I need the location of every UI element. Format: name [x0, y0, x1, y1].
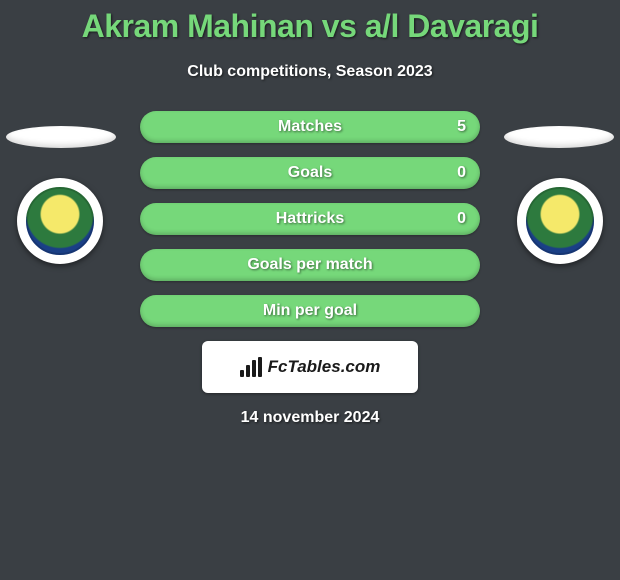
logo-ring — [17, 178, 103, 264]
stat-label: Matches — [278, 118, 342, 136]
logo-emblem-icon — [26, 187, 93, 254]
player-ellipse-right — [504, 126, 614, 148]
stat-label: Hattricks — [276, 210, 344, 228]
page-title: Akram Mahinan vs a/l Davaragi — [0, 0, 620, 45]
widget-root: Akram Mahinan vs a/l Davaragi Club compe… — [0, 0, 620, 580]
stat-value: 5 — [457, 118, 466, 136]
stat-row-goals-per-match: Goals per match — [140, 249, 480, 281]
stat-label: Goals — [288, 164, 332, 182]
stat-label: Min per goal — [263, 302, 357, 320]
brand-text: FcTables.com — [268, 357, 381, 377]
player-ellipse-left — [6, 126, 116, 148]
bars-icon — [240, 357, 262, 377]
logo-ring — [517, 178, 603, 264]
stat-row-matches: Matches 5 — [140, 111, 480, 143]
stats-bars: Matches 5 Goals 0 Hattricks 0 Goals per … — [140, 111, 480, 327]
club-logo-right — [517, 178, 603, 264]
page-subtitle: Club competitions, Season 2023 — [0, 63, 620, 81]
stat-row-hattricks: Hattricks 0 — [140, 203, 480, 235]
logo-emblem-icon — [526, 187, 593, 254]
brand-box[interactable]: FcTables.com — [202, 341, 418, 393]
stat-value: 0 — [457, 210, 466, 228]
stat-row-goals: Goals 0 — [140, 157, 480, 189]
club-logo-left — [17, 178, 103, 264]
stat-value: 0 — [457, 164, 466, 182]
stat-row-min-per-goal: Min per goal — [140, 295, 480, 327]
date-text: 14 november 2024 — [0, 409, 620, 427]
stat-label: Goals per match — [247, 256, 372, 274]
